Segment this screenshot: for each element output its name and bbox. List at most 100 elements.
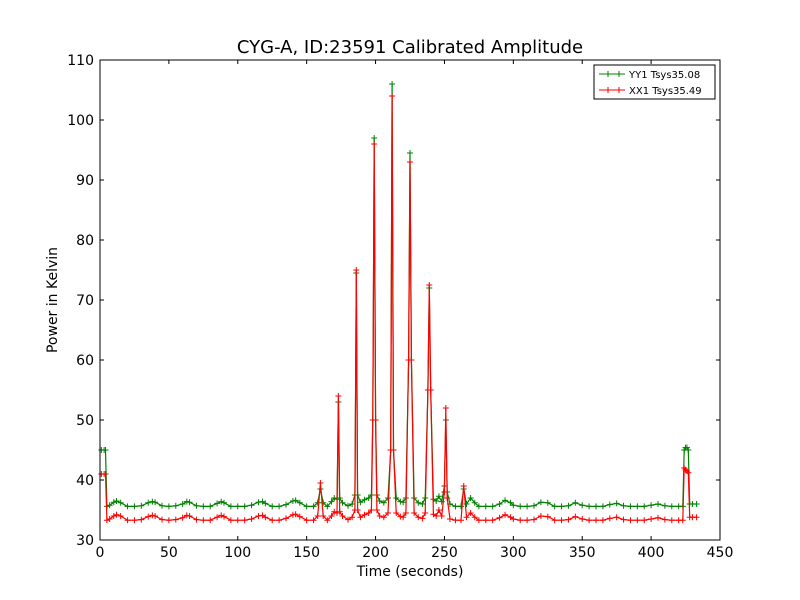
data-point-s0-12 [149,498,156,505]
data-point-s1-30 [255,513,262,519]
data-point-s0-43 [320,499,327,506]
data-point-s1-45 [328,513,335,519]
data-point-s0-125 [655,501,661,507]
data-point-s1-101 [496,514,503,521]
data-point-s1-116 [593,517,599,524]
data-point-s0-35 [283,501,289,508]
data-point-s0-22 [207,503,214,510]
data-point-s1-112 [565,516,572,523]
data-point-s1-49 [336,508,343,515]
data-point-s0-2 [102,447,109,453]
data-point-s1-7 [117,513,124,519]
data-point-s0-61 [371,135,378,141]
data-point-s0-117 [599,503,606,510]
data-point-s0-26 [227,503,234,510]
y-tick-label: 100 [67,113,94,129]
data-point-s0-78 [415,499,422,506]
data-point-s0-107 [531,502,537,509]
data-point-s0-71 [397,498,404,505]
data-point-s1-14 [159,516,165,523]
data-point-s1-98 [475,517,482,524]
data-point-s1-26 [227,517,234,524]
data-point-s1-88 [441,489,448,495]
data-point-s1-90 [444,495,451,501]
data-point-s0-11 [145,499,152,506]
data-point-s0-32 [262,500,269,507]
data-point-s0-5 [110,499,117,506]
data-point-s1-19 [186,513,193,519]
data-point-s0-105 [517,503,524,510]
data-point-s1-107 [531,516,537,523]
data-point-s0-9 [131,503,138,510]
data-point-s1-62 [372,417,379,423]
y-tick-label: 110 [67,53,94,69]
data-point-s1-87 [438,513,445,519]
data-point-s0-65 [380,499,387,506]
data-point-s1-104 [510,516,517,522]
data-point-s0-119 [613,500,620,507]
data-point-s0-7 [117,499,124,506]
data-point-s1-55 [354,507,361,513]
y-tick-label: 60 [76,353,94,369]
data-point-s1-10 [138,516,145,523]
data-point-s1-97 [471,514,478,521]
data-point-s1-48 [335,393,342,399]
data-point-s1-123 [641,517,648,524]
data-point-s0-18 [183,498,190,505]
data-point-s1-72 [400,514,407,521]
data-point-s0-52 [349,501,356,507]
y-tick-label: 90 [76,173,94,189]
x-tick-label: 200 [362,545,389,561]
data-point-s1-133 [685,469,692,476]
data-point-s0-28 [241,503,248,510]
data-point-s0-100 [489,503,496,510]
data-point-s0-122 [634,503,641,510]
data-point-s1-34 [276,517,283,524]
data-point-s0-93 [457,503,464,510]
y-tick-label: 70 [76,293,94,309]
data-point-s0-57 [361,496,368,503]
data-point-s0-64 [376,498,383,504]
data-point-s1-21 [200,517,207,524]
data-point-s0-40 [310,503,317,510]
data-point-s0-33 [269,503,276,510]
data-point-s0-50 [339,499,346,506]
data-point-s0-37 [292,497,299,504]
x-tick-label: 0 [96,545,105,561]
data-point-s0-121 [627,503,634,510]
data-point-s1-6 [113,511,120,518]
data-point-s0-44 [324,503,331,510]
data-point-s1-29 [248,516,255,522]
data-point-s0-20 [193,502,200,509]
data-point-s1-70 [393,510,400,516]
legend-marker-xx1 [605,87,622,93]
data-point-s1-92 [452,517,459,524]
data-point-s1-115 [586,517,593,524]
x-axis-title: Time (seconds) [356,564,464,580]
data-point-s0-95 [463,501,470,507]
data-point-s0-56 [357,499,364,506]
data-point-s0-25 [221,499,227,506]
data-point-s1-16 [172,516,179,523]
data-point-s1-91 [446,516,453,522]
data-point-s1-25 [221,513,227,520]
legend-marker-yy1 [605,71,622,77]
data-point-s1-47 [333,510,340,516]
data-point-s1-65 [380,514,387,521]
data-point-s1-129 [679,517,686,524]
data-point-s0-120 [620,502,627,509]
data-point-s1-73 [402,510,409,516]
legend-box [593,64,716,100]
data-point-s1-11 [145,513,152,520]
data-point-s1-78 [415,514,422,521]
data-point-s0-24 [218,498,225,505]
data-point-s1-27 [234,517,241,524]
data-point-s1-32 [262,514,269,521]
data-point-s1-102 [502,511,509,518]
data-point-s1-63 [373,507,380,513]
data-point-s0-126 [661,502,668,509]
data-point-s1-136 [693,514,700,521]
data-point-s1-94 [460,483,467,489]
data-point-s1-40 [310,517,317,524]
